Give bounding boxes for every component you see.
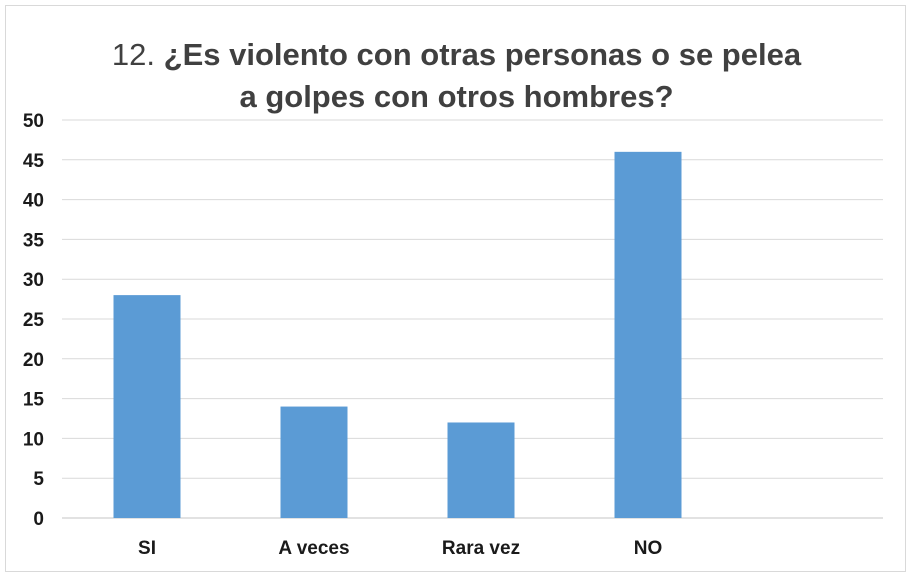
y-tick-label: 45 <box>23 151 45 172</box>
y-tick-label: 40 <box>23 191 44 212</box>
y-tick-label: 15 <box>23 390 45 411</box>
x-tick-label: SI <box>138 538 156 559</box>
title-number: 12. <box>111 37 156 72</box>
y-tick-label: 0 <box>33 509 44 530</box>
x-tick-label: A veces <box>278 538 349 559</box>
y-tick-label: 10 <box>23 429 44 450</box>
y-tick-label: 25 <box>23 310 45 331</box>
x-axis: SI A veces Rara vez NO <box>138 538 662 559</box>
x-tick-label: NO <box>634 538 663 559</box>
y-tick-label: 20 <box>23 350 44 371</box>
bar <box>113 295 181 518</box>
bar <box>447 422 515 518</box>
title-line-1: ¿Es violento con otras personas o se pel… <box>163 37 802 72</box>
y-tick-label: 30 <box>23 270 44 291</box>
y-axis: 0 5 10 15 20 25 30 35 40 45 50 <box>23 111 45 530</box>
bar <box>614 151 682 518</box>
bar <box>280 406 348 518</box>
x-tick-label: Rara vez <box>442 538 520 559</box>
bars <box>113 151 682 518</box>
y-tick-label: 35 <box>23 230 45 251</box>
chart-title: 12. ¿Es violento con otras personas o se… <box>0 34 913 118</box>
y-tick-label: 50 <box>23 111 44 132</box>
y-tick-label: 5 <box>33 469 44 490</box>
title-line-2: a golpes con otros hombres? <box>239 79 674 114</box>
